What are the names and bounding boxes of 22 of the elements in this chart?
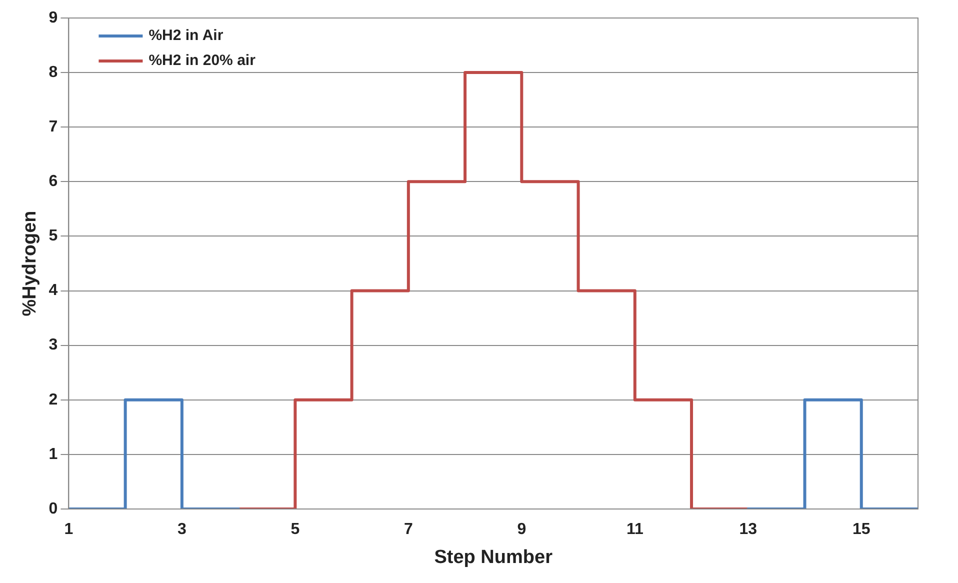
y-tick-label: 2	[48, 391, 58, 408]
x-tick-label: 9	[517, 521, 526, 538]
legend-label: %H2 in 20% air	[148, 52, 256, 70]
x-tick-label: 5	[290, 521, 300, 538]
legend-label: %H2 in Air	[148, 27, 224, 44]
y-tick-label: 5	[48, 228, 58, 245]
x-axis-title: Step Number	[434, 546, 554, 568]
y-tick-label: 9	[48, 9, 58, 26]
y-tick-label: 6	[48, 173, 58, 190]
y-tick-label: 8	[48, 64, 58, 81]
y-axis-title: %Hydrogen	[20, 210, 41, 316]
y-tick-label: 1	[48, 446, 58, 463]
x-tick-label: 3	[177, 521, 186, 538]
x-tick-label: 1	[64, 521, 74, 538]
y-tick-label: 3	[48, 336, 58, 354]
x-tick-label: 13	[739, 521, 758, 538]
x-tick-label: 7	[404, 521, 413, 538]
x-tick-label: 15	[852, 521, 870, 538]
y-tick-label: 0	[48, 500, 58, 518]
y-tick-label: 7	[48, 118, 58, 136]
y-tick-label: 4	[48, 282, 58, 300]
x-tick-label: 11	[626, 521, 644, 538]
